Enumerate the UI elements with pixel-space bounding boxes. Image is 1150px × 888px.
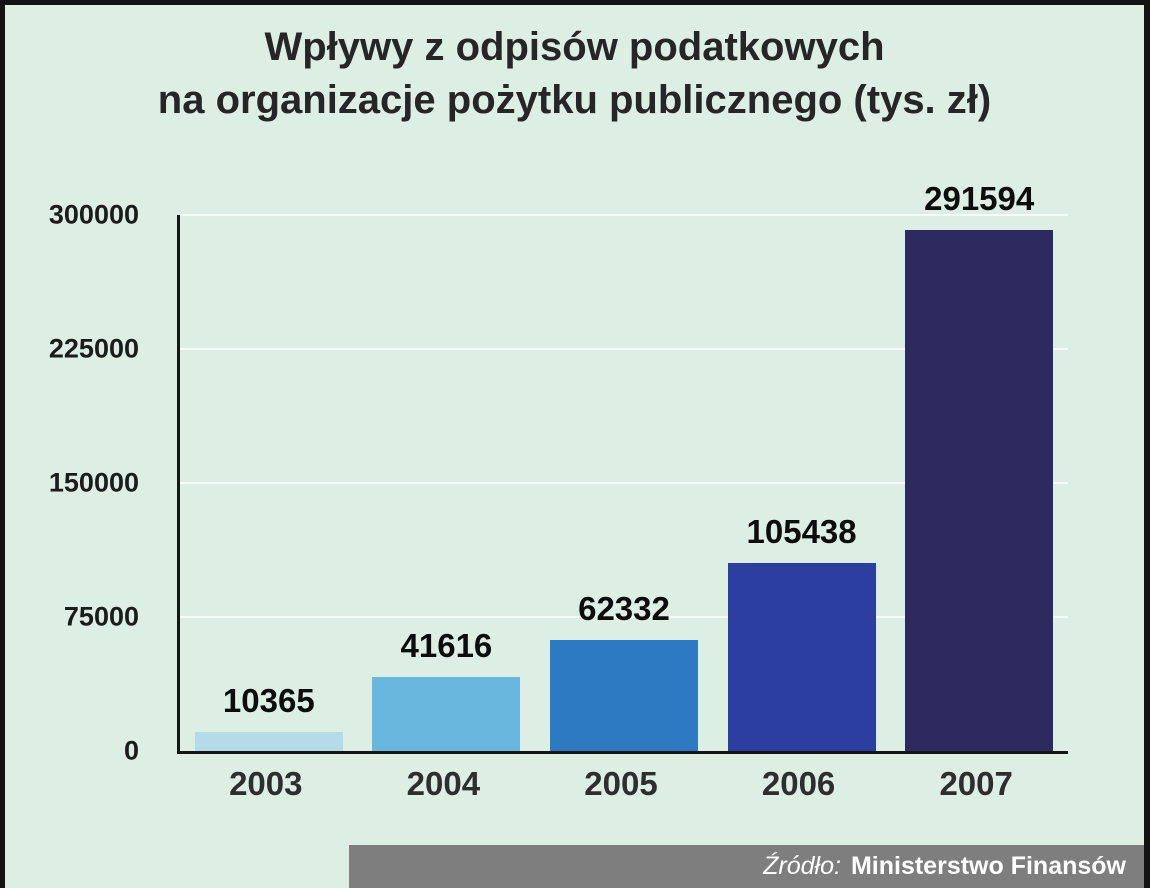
chart-title-line1: Wpływy z odpisów podatkowych xyxy=(264,25,885,69)
bar-slot-2004: 41616 xyxy=(358,215,536,751)
source-label: Źródło: xyxy=(763,852,841,880)
gridline xyxy=(180,482,1068,484)
bar-2004 xyxy=(372,676,521,751)
bar-slot-2006: 105438 xyxy=(713,215,891,751)
x-tick-label: 2005 xyxy=(584,765,658,802)
source-bar: Źródło: Ministerstwo Finansów xyxy=(349,845,1144,888)
bar-2006 xyxy=(727,562,876,751)
bar-value-label: 41616 xyxy=(400,626,493,664)
gridline xyxy=(180,348,1068,350)
y-tick-label: 150000 xyxy=(48,467,139,498)
bars-container: 10365 41616 62332 105438 291594 xyxy=(180,180,1068,751)
bar-2005 xyxy=(549,639,698,751)
plot-area: 10365 41616 62332 105438 291594 xyxy=(177,180,1068,754)
bar-2003 xyxy=(194,732,343,751)
x-tick-label: 2003 xyxy=(229,765,303,802)
bar-2007 xyxy=(905,230,1054,751)
y-tick-label: 225000 xyxy=(48,333,139,364)
bar-slot-2005: 62332 xyxy=(535,215,713,751)
bar-value-label: 10365 xyxy=(222,682,315,720)
x-tick-label: 2004 xyxy=(406,765,481,802)
y-axis: 0 75000 150000 225000 300000 xyxy=(5,200,155,766)
bar-value-label: 291594 xyxy=(924,180,1035,218)
gridline xyxy=(180,214,1068,216)
x-tick-label: 2007 xyxy=(939,765,1013,802)
y-tick-label: 75000 xyxy=(63,601,139,632)
y-tick-label: 300000 xyxy=(48,199,139,230)
bar-value-label: 62332 xyxy=(578,589,670,627)
bar-slot-2007: 291594 xyxy=(890,180,1068,751)
chart-title-line2: na organizacje pożytku publicznego (tys.… xyxy=(157,77,992,122)
chart-title: Wpływy z odpisów podatkowych na organiza… xyxy=(5,21,1144,127)
x-tick-label: 2006 xyxy=(761,765,836,802)
bar-value-label: 105438 xyxy=(746,512,857,550)
gridline xyxy=(180,616,1068,618)
y-tick-label: 0 xyxy=(123,735,139,766)
x-axis: 2003 2004 2005 2006 2007 xyxy=(177,765,1065,803)
source-value: Ministerstwo Finansów xyxy=(850,852,1126,880)
bar-slot-2003: 10365 xyxy=(180,215,358,751)
